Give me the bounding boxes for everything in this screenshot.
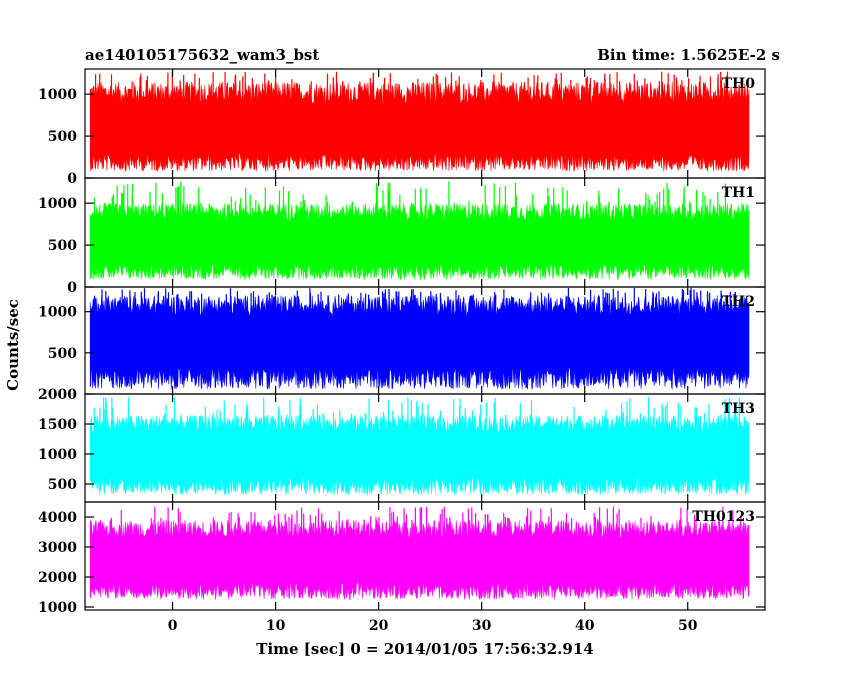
y-tick-label-TH1-0: 0 xyxy=(67,280,77,296)
y-tick-label-TH0123-2: 3000 xyxy=(38,540,77,556)
y-tick-label-TH0123-0: 1000 xyxy=(38,600,77,616)
x-tick-label-1: 10 xyxy=(266,618,286,634)
panel-frame-TH0123 xyxy=(84,501,766,611)
series-TH0-spikes xyxy=(95,71,742,132)
plot-title: ae140105175632_wam3_bst xyxy=(85,46,319,64)
x-axis-label: Time [sec] 0 = 2014/01/05 17:56:32.914 xyxy=(256,640,593,658)
bin-time-label: Bin time: 1.5625E-2 s xyxy=(597,46,780,64)
y-tick-label-TH3-1: 1000 xyxy=(38,447,77,463)
x-tick-label-5: 50 xyxy=(678,618,698,634)
y-tick-label-TH0123-3: 4000 xyxy=(38,510,77,526)
y-tick-label-TH3-3: 2000 xyxy=(38,387,77,403)
series-TH3-band xyxy=(89,413,750,496)
series-TH1-spikes xyxy=(93,181,726,244)
y-tick-label-TH0-0: 0 xyxy=(67,171,77,187)
y-tick-label-TH3-2: 1500 xyxy=(38,417,77,433)
series-TH2-spikes xyxy=(101,287,736,341)
y-tick-label-TH2-1: 1000 xyxy=(38,305,77,321)
y-tick-label-TH2-0: 500 xyxy=(48,346,77,362)
series-TH0123-spikes xyxy=(110,506,742,562)
series-TH0123-band xyxy=(89,519,750,601)
y-tick-label-TH0123-1: 2000 xyxy=(38,570,77,586)
x-tick-label-4: 40 xyxy=(575,618,595,634)
x-tick-label-3: 30 xyxy=(472,618,492,634)
y-tick-label-TH1-1: 500 xyxy=(48,238,77,254)
y-axis-label: Counts/sec xyxy=(4,299,22,391)
y-tick-label-TH0-1: 500 xyxy=(48,129,77,145)
x-tick-label-2: 20 xyxy=(369,618,389,634)
y-tick-label-TH3-0: 500 xyxy=(48,477,77,493)
series-TH3-spikes xyxy=(93,397,740,454)
panel-name-TH2: TH2 xyxy=(722,294,755,310)
y-tick-label-TH0-2: 1000 xyxy=(38,87,77,103)
panel-name-TH1: TH1 xyxy=(722,185,755,201)
panel-name-TH0123: TH0123 xyxy=(692,509,755,525)
panels-group: 05001000TH005001000TH15001000TH250010001… xyxy=(38,68,766,634)
series-TH2-band xyxy=(89,294,750,390)
series-TH0-band xyxy=(89,81,750,172)
panel-name-TH3: TH3 xyxy=(722,401,755,417)
series-TH1-band xyxy=(89,202,750,281)
panel-name-TH0: TH0 xyxy=(722,76,756,92)
y-tick-label-TH1-2: 1000 xyxy=(38,196,77,212)
x-tick-label-0: 0 xyxy=(168,618,178,634)
